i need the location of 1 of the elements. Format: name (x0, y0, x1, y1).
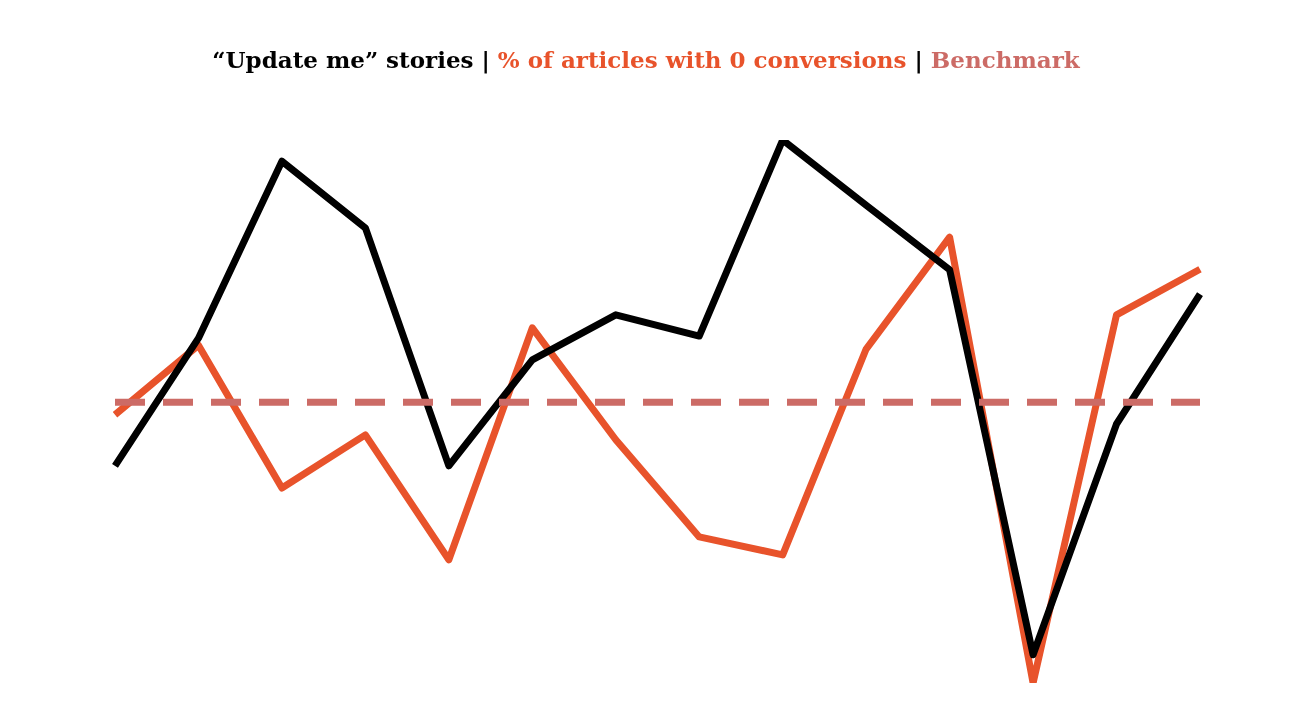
chart-title: “Update me” stories | % of articles with 0 conversions | Benchmark (212, 45, 1080, 73)
